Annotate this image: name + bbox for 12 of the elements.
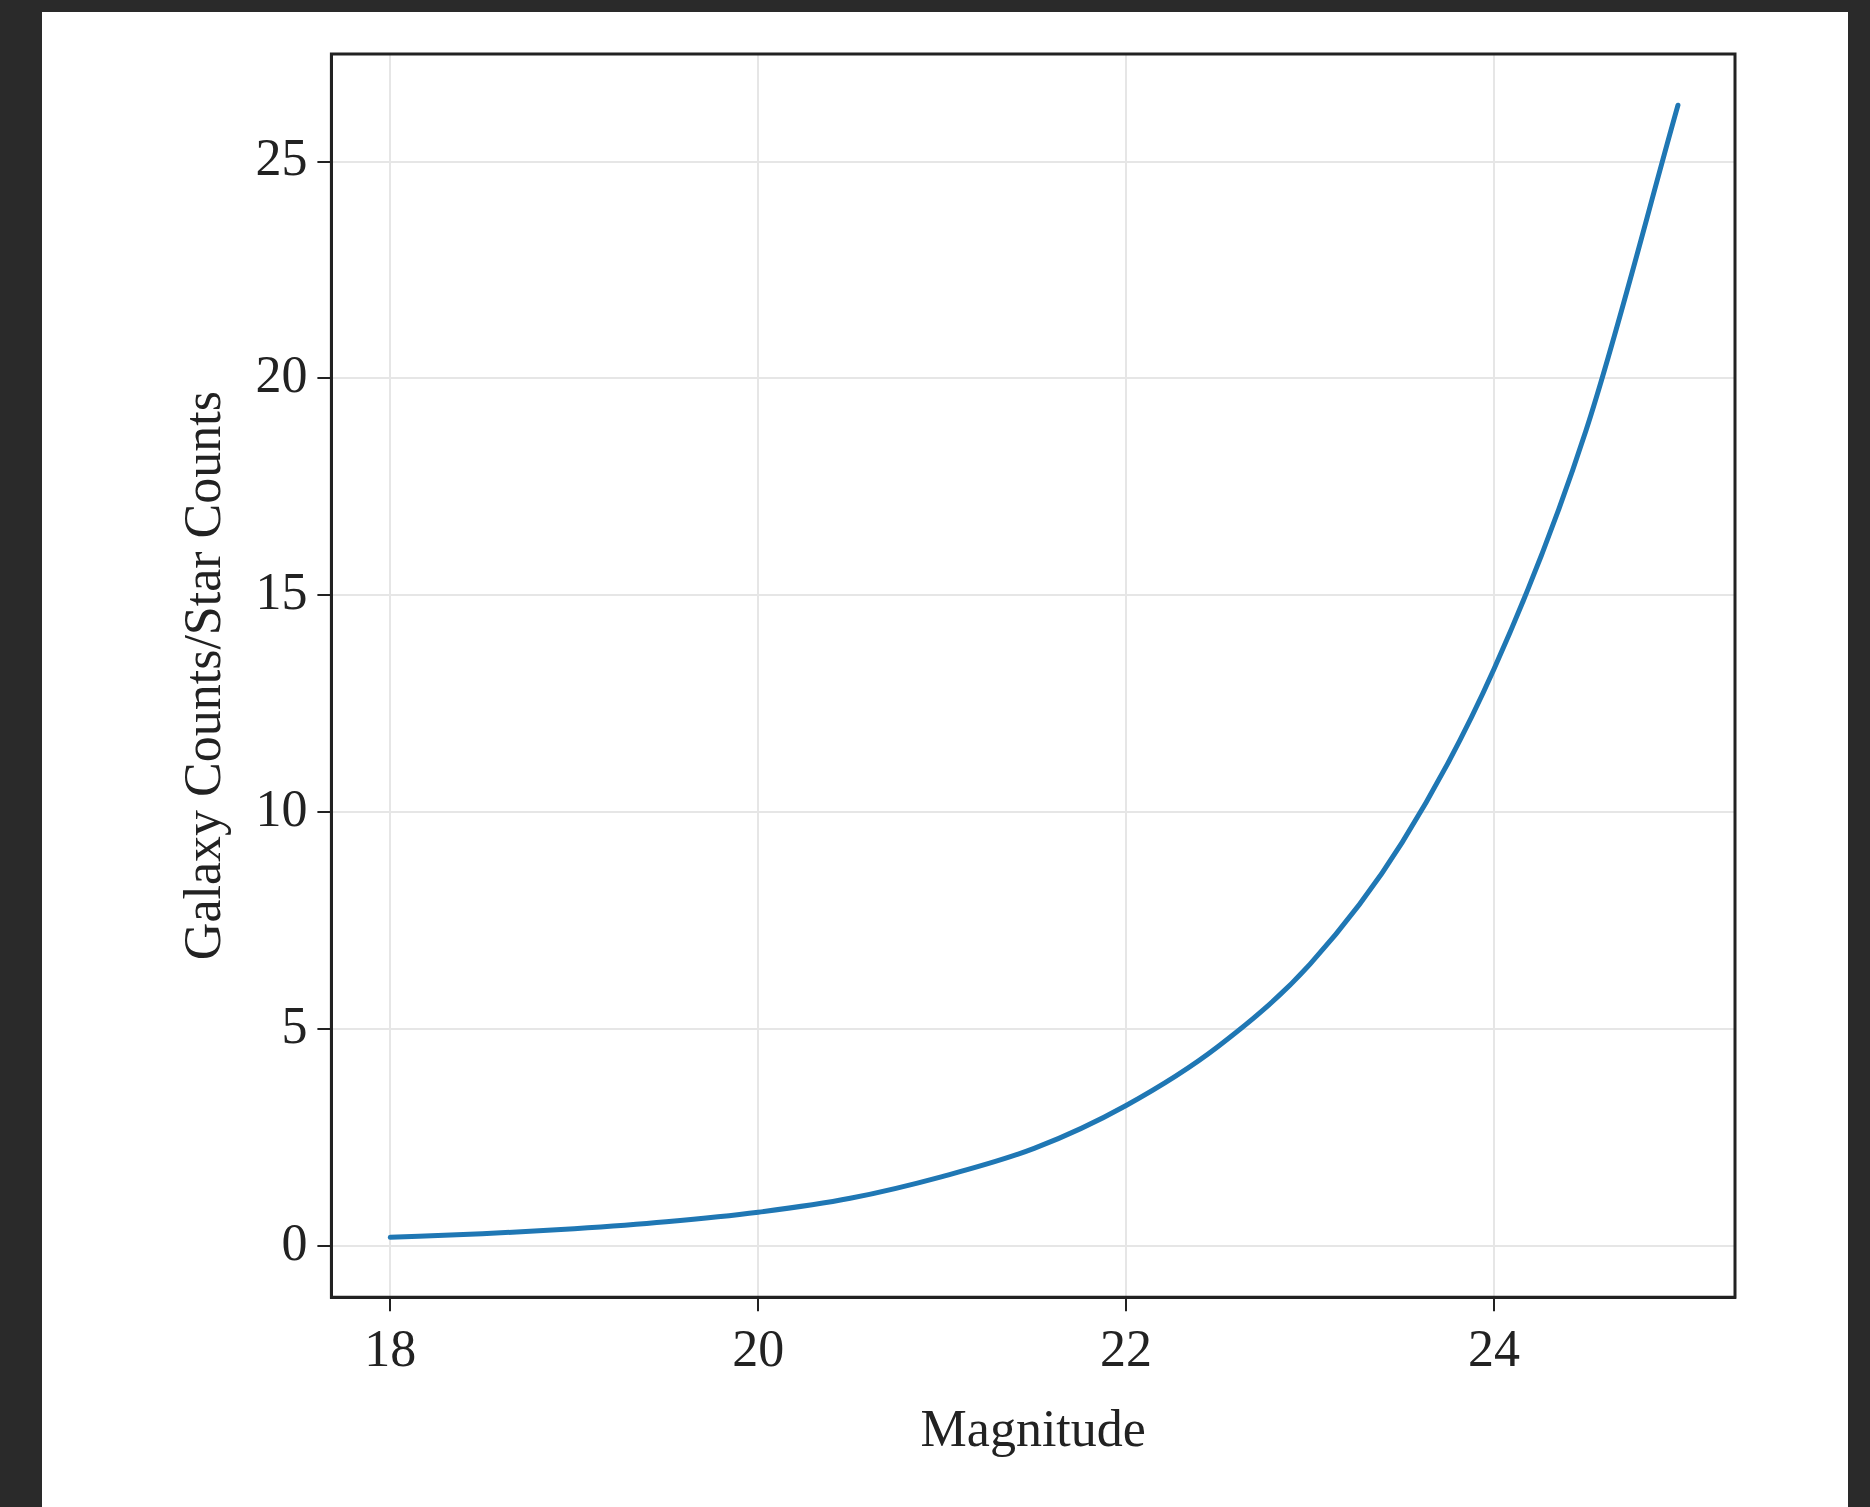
x-tick-label: 24 [1468,1320,1521,1378]
x-axis-title: Magnitude [920,1400,1146,1458]
y-tick-label: 20 [255,346,308,404]
y-tick-label: 15 [255,563,308,621]
y-axis-title: Galaxy Counts/Star Counts [173,391,231,961]
y-tick-label: 10 [255,779,308,837]
y-tick-label: 5 [281,996,308,1054]
y-tick-label: 0 [281,1213,308,1271]
x-tick-label: 22 [1100,1320,1153,1378]
x-tick-label: 18 [364,1320,417,1378]
y-tick-label: 25 [255,129,308,187]
x-tick-label: 20 [732,1320,785,1378]
